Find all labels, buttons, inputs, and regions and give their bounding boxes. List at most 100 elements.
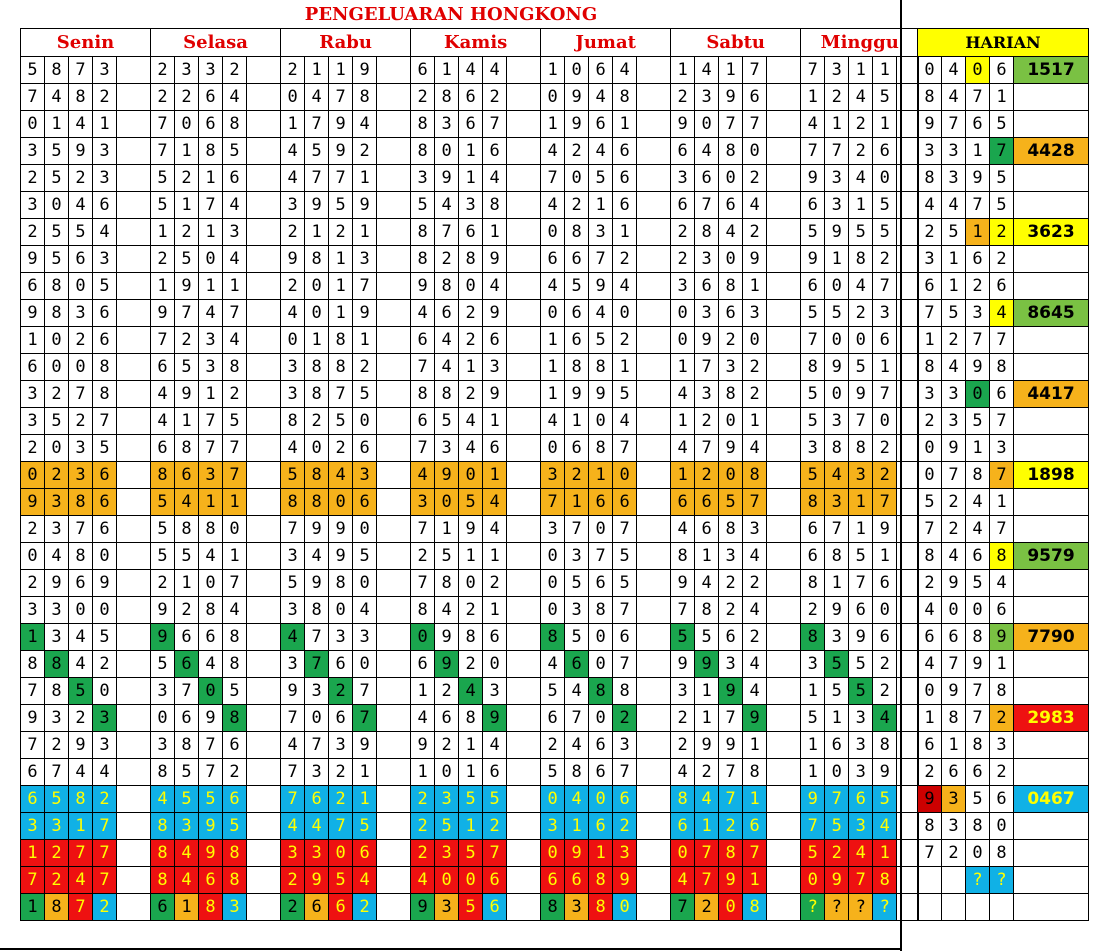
spacer-cell <box>766 812 802 840</box>
digit-cell: 1 <box>304 218 330 246</box>
harian-digit-cell: 2 <box>917 569 942 597</box>
digit-cell: 8 <box>222 839 248 867</box>
digit-cell: 4 <box>742 191 768 219</box>
spacer-cell <box>246 164 282 192</box>
digit-cell: 8 <box>482 191 508 219</box>
digit-cell: 5 <box>458 893 484 921</box>
digit-cell: 4 <box>44 83 69 111</box>
spacer-cell <box>115 380 152 408</box>
digit-cell: 9 <box>564 380 590 408</box>
spacer-cell <box>636 272 672 300</box>
digit-cell: 0 <box>564 56 590 84</box>
digit-cell: 1 <box>800 758 826 786</box>
harian-digit-cell: 0 <box>917 56 942 84</box>
digit-cell: 3 <box>328 623 354 651</box>
spacer-cell <box>376 137 412 165</box>
harian-digit-cell: 7 <box>941 110 966 138</box>
digit-cell: 3 <box>410 488 436 516</box>
digit-cell: 0 <box>304 299 330 327</box>
digit-cell: 6 <box>564 326 590 354</box>
digit-cell: 2 <box>20 164 45 192</box>
digit-cell: 4 <box>670 758 696 786</box>
harian-digit-cell: 3 <box>941 785 966 813</box>
spacer-cell <box>376 731 412 759</box>
digit-cell: 3 <box>68 461 93 489</box>
spacer-cell <box>506 110 542 138</box>
digit-cell: 5 <box>588 164 614 192</box>
digit-cell: 7 <box>92 407 117 435</box>
digit-cell: 3 <box>588 218 614 246</box>
digit-cell: 9 <box>742 704 768 732</box>
digit-cell: 4 <box>304 812 330 840</box>
harian-result <box>1012 164 1090 192</box>
digit-cell: 6 <box>174 623 200 651</box>
digit-cell: 4 <box>458 407 484 435</box>
spacer-cell <box>115 353 152 381</box>
digit-cell: 9 <box>328 542 354 570</box>
digit-cell: 5 <box>222 677 248 705</box>
digit-cell: 6 <box>872 326 898 354</box>
digit-cell: 2 <box>20 515 45 543</box>
harian-result <box>1012 191 1090 219</box>
digit-cell: 1 <box>824 569 850 597</box>
digit-cell: 6 <box>482 623 508 651</box>
digit-cell: 1 <box>482 542 508 570</box>
spacer-cell <box>115 542 152 570</box>
digit-cell: 8 <box>222 110 248 138</box>
digit-cell: 0 <box>718 164 744 192</box>
digit-cell: 8 <box>304 488 330 516</box>
digit-cell: 0 <box>670 326 696 354</box>
spacer-cell <box>115 326 152 354</box>
digit-cell: 4 <box>670 866 696 894</box>
digit-cell: 6 <box>564 299 590 327</box>
digit-cell: 1 <box>694 812 720 840</box>
digit-cell: 7 <box>304 731 330 759</box>
spacer-cell <box>246 650 282 678</box>
digit-cell: 7 <box>198 191 224 219</box>
harian-digit-cell: 6 <box>917 272 942 300</box>
digit-cell: 6 <box>174 650 200 678</box>
spacer-cell <box>376 839 412 867</box>
digit-cell: 0 <box>68 272 93 300</box>
digit-cell: 4 <box>670 515 696 543</box>
spacer-cell <box>766 866 802 894</box>
digit-cell: 8 <box>174 515 200 543</box>
digit-cell: 2 <box>872 434 898 462</box>
harian-digit-cell: 2 <box>989 704 1014 732</box>
digit-cell: 4 <box>848 164 874 192</box>
digit-cell: 2 <box>872 650 898 678</box>
harian-result <box>1012 434 1090 462</box>
spacer-cell <box>766 245 802 273</box>
digit-cell: 8 <box>540 623 566 651</box>
digit-cell: 1 <box>458 164 484 192</box>
digit-cell: 4 <box>280 812 306 840</box>
digit-cell: 5 <box>848 218 874 246</box>
digit-cell: 6 <box>564 866 590 894</box>
digit-cell: 1 <box>540 380 566 408</box>
digit-cell: 4 <box>482 272 508 300</box>
digit-cell: 4 <box>458 56 484 84</box>
spacer-cell <box>506 164 542 192</box>
digit-cell: 9 <box>150 596 176 624</box>
spacer-cell <box>246 569 282 597</box>
digit-cell: 2 <box>694 893 720 921</box>
digit-cell: 1 <box>742 731 768 759</box>
spacer-cell <box>246 596 282 624</box>
digit-cell: 4 <box>612 407 638 435</box>
spacer-cell <box>246 812 282 840</box>
digit-cell: ? <box>872 893 898 921</box>
digit-cell: 7 <box>612 758 638 786</box>
digit-cell: 6 <box>92 326 117 354</box>
digit-cell: 6 <box>434 704 460 732</box>
digit-cell: 9 <box>150 299 176 327</box>
spacer-cell <box>766 569 802 597</box>
digit-cell: 1 <box>800 731 826 759</box>
digit-cell: 7 <box>564 704 590 732</box>
digit-cell: 4 <box>68 758 93 786</box>
harian-result: 2983 <box>1012 704 1090 732</box>
digit-cell: 7 <box>198 758 224 786</box>
spacer-cell <box>115 677 152 705</box>
harian-digit-cell: 3 <box>917 137 942 165</box>
